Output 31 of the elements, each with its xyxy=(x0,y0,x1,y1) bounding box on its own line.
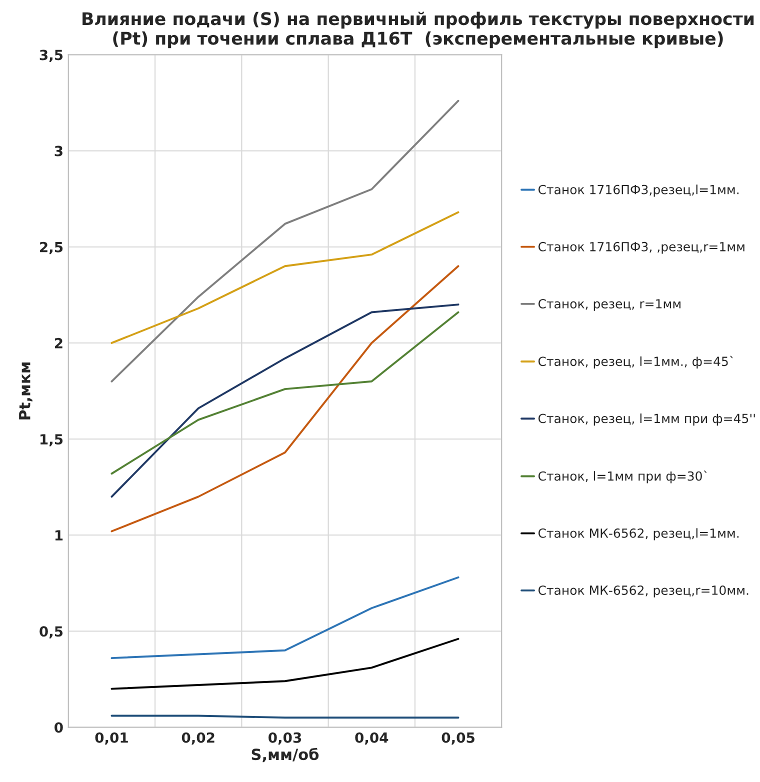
chart-title: Влияние подачи (S) на первичный профиль текстуры поверхности (Pt) при точении сплава Д16Т (эксперементальные кривые) xyxy=(82,12,754,48)
line-series xyxy=(110,576,460,660)
y-tick-label: 2 xyxy=(54,338,62,348)
legend-label: Станок 1716ПФ3, ,резец,r=1мм xyxy=(538,242,744,254)
y-axis-title: Pt,мкм xyxy=(19,362,32,420)
x-tick-label: 0,05 xyxy=(442,732,474,745)
line-series xyxy=(110,638,460,690)
line-series xyxy=(110,211,460,344)
x-tick-label: 0,01 xyxy=(95,732,128,745)
legend-label: Станок МК-6562, резец,l=1мм. xyxy=(538,528,739,540)
legend-label: Станок, резец, l=1мм., ф=45` xyxy=(538,356,733,368)
y-tick-label: 3,5 xyxy=(40,50,63,62)
y-tick-label: 2,5 xyxy=(40,242,63,254)
y-tick-label: 1 xyxy=(55,530,63,540)
x-tick-label: 0,03 xyxy=(268,732,302,745)
legend-label: Станок 1716ПФ3,резец,l=1мм. xyxy=(538,184,739,197)
legend-label: Станок, резец, l=1мм при ф=45'' xyxy=(538,414,755,426)
line-series xyxy=(110,311,460,475)
y-tick-label: 3 xyxy=(54,146,62,156)
legend-label: Станок МК-6562, резец,r=10мм. xyxy=(538,586,748,598)
y-tick-label: 0,5 xyxy=(40,626,63,638)
x-tick-label: 0,02 xyxy=(182,732,214,745)
line-series xyxy=(110,100,460,382)
line-series xyxy=(110,265,460,532)
y-tick-label: 1,5 xyxy=(40,434,63,446)
legend-label: Станок, резец, r=1мм xyxy=(538,299,680,311)
x-axis-title: S,мм/об xyxy=(252,748,319,762)
legend-label: Станок, l=1мм при ф=30` xyxy=(538,470,707,484)
x-tick-label: 0,04 xyxy=(355,732,388,745)
line-series xyxy=(110,304,460,498)
y-tick-label: 0 xyxy=(54,722,63,733)
